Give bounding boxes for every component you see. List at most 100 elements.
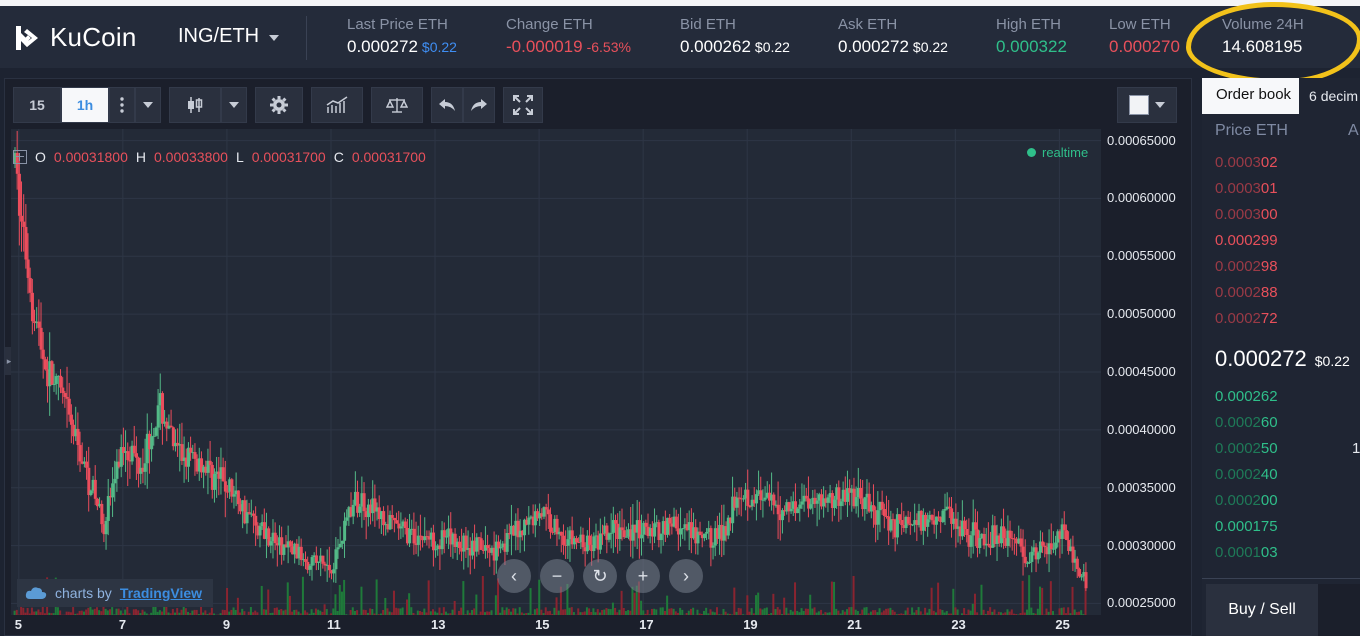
bid-price-bright: 03 xyxy=(1260,544,1278,561)
y-tick-label: 0.00065000 xyxy=(1107,132,1176,148)
candle-body xyxy=(685,524,689,531)
bid-row[interactable]: 0.000103 xyxy=(1215,544,1278,561)
candle-body xyxy=(139,467,143,474)
bid-price-bright: 0.000175 xyxy=(1215,518,1278,535)
volume-bar xyxy=(106,610,109,615)
candle-body xyxy=(50,361,54,385)
indicators-icon[interactable] xyxy=(311,87,363,123)
ask-row[interactable]: 0.000302 xyxy=(1215,154,1278,171)
candle-body xyxy=(317,561,321,563)
bid-row[interactable]: 0.000240 xyxy=(1215,466,1278,483)
redo-icon[interactable] xyxy=(463,87,495,123)
volume-bar xyxy=(783,597,786,615)
volume-bar xyxy=(234,609,237,615)
more-vertical-icon[interactable] xyxy=(109,87,135,123)
interval-chevron-down-icon[interactable] xyxy=(135,87,161,123)
volume-bar xyxy=(299,613,302,615)
candle-body xyxy=(362,493,366,512)
ask-row[interactable]: 0.000300 xyxy=(1215,206,1278,223)
volume-bar xyxy=(989,607,992,615)
ask-row[interactable]: 0.000299 xyxy=(1215,232,1278,249)
chart-type-chevron-down-icon[interactable] xyxy=(221,87,247,123)
reset-view-icon[interactable]: ↻ xyxy=(583,559,617,593)
compare-scale-icon[interactable] xyxy=(371,87,423,123)
bid-row[interactable]: 0.000262 xyxy=(1215,388,1278,405)
scroll-left-icon[interactable]: ‹ xyxy=(497,559,531,593)
candle-body xyxy=(514,520,518,536)
bid-row[interactable]: 0.000200 xyxy=(1215,492,1278,509)
candle-body xyxy=(666,517,670,535)
buy-sell-tab[interactable]: Buy / Sell xyxy=(1206,584,1318,636)
volume-bar xyxy=(850,607,853,615)
volume-bar xyxy=(98,610,101,615)
bid-row[interactable]: 0.000260 xyxy=(1215,414,1278,431)
volume-bar xyxy=(553,607,556,615)
interval-15-button[interactable]: 15 xyxy=(13,87,61,123)
volume-bar xyxy=(76,613,79,615)
expand-legend-icon[interactable] xyxy=(13,150,27,164)
interval-1h-button[interactable]: 1h xyxy=(61,87,109,123)
candle-body xyxy=(152,435,156,437)
candle-body xyxy=(676,528,680,535)
candle-body xyxy=(1023,556,1027,564)
bid-price-dim: 0.0002 xyxy=(1215,414,1261,431)
expand-panel-arrow-icon[interactable]: ▸ xyxy=(5,347,13,375)
decimals-select[interactable]: 6 decim xyxy=(1309,88,1359,104)
candle-body xyxy=(59,375,63,388)
volume-bar xyxy=(449,613,452,615)
volume-bar xyxy=(488,611,491,615)
candle-body xyxy=(887,516,891,531)
volume-bar xyxy=(631,586,634,615)
volume-bar xyxy=(893,611,896,615)
candle-body xyxy=(26,259,30,278)
candle-body xyxy=(932,520,936,525)
scroll-right-icon[interactable]: › xyxy=(669,559,703,593)
candle-body xyxy=(392,517,396,521)
settings-gear-icon[interactable] xyxy=(255,87,303,123)
ask-row[interactable]: 0.000301 xyxy=(1215,180,1278,197)
candle-body xyxy=(601,533,605,535)
candle-body xyxy=(431,532,435,551)
volume-bar xyxy=(967,609,970,615)
tradingview-link[interactable]: TradingView xyxy=(119,585,203,601)
ask-row[interactable]: 0.000288 xyxy=(1215,284,1278,301)
bid-row[interactable]: 0.000250 xyxy=(1215,440,1278,457)
zoom-out-icon[interactable]: − xyxy=(540,559,574,593)
volume-bar xyxy=(685,612,688,615)
undo-icon[interactable] xyxy=(431,87,463,123)
candle-body xyxy=(540,513,544,517)
candle-body xyxy=(436,545,440,550)
ask-row[interactable]: 0.000298 xyxy=(1215,258,1278,275)
candle-body xyxy=(1058,531,1062,539)
volume-bar xyxy=(135,609,138,615)
volume-bar xyxy=(542,613,545,615)
volume-bar xyxy=(223,610,226,615)
volume-bar xyxy=(659,607,662,615)
stat-label: Bid ETH xyxy=(680,16,736,33)
volume-bar xyxy=(776,607,779,615)
volume-bar xyxy=(321,611,324,615)
zoom-in-icon[interactable]: + xyxy=(626,559,660,593)
mid-price: 0.000272 xyxy=(1215,346,1307,371)
candle-body xyxy=(1056,531,1060,543)
candlestick-icon[interactable] xyxy=(169,87,221,123)
layout-select-button[interactable] xyxy=(1117,87,1177,123)
volume-bar xyxy=(1080,610,1083,615)
volume-bar xyxy=(1032,613,1035,615)
tab-order-book[interactable]: Order book xyxy=(1202,78,1300,114)
volume-bar xyxy=(280,609,283,615)
volume-bar xyxy=(941,610,944,615)
volume-bar xyxy=(750,608,753,615)
pair-selector[interactable]: ING/ETH xyxy=(178,25,280,48)
kucoin-logo[interactable]: KuCoin xyxy=(12,22,136,53)
y-tick-label: 0.00040000 xyxy=(1107,421,1176,437)
candle-body xyxy=(405,527,409,544)
volume-bar xyxy=(111,607,114,615)
price-chart[interactable] xyxy=(11,129,1101,615)
bid-row[interactable]: 0.000175 xyxy=(1215,518,1278,535)
ask-row[interactable]: 0.000272 xyxy=(1215,310,1278,327)
candle-body xyxy=(520,530,524,536)
candle-body xyxy=(468,548,472,556)
candle-body xyxy=(856,487,860,498)
fullscreen-icon[interactable] xyxy=(503,87,543,123)
